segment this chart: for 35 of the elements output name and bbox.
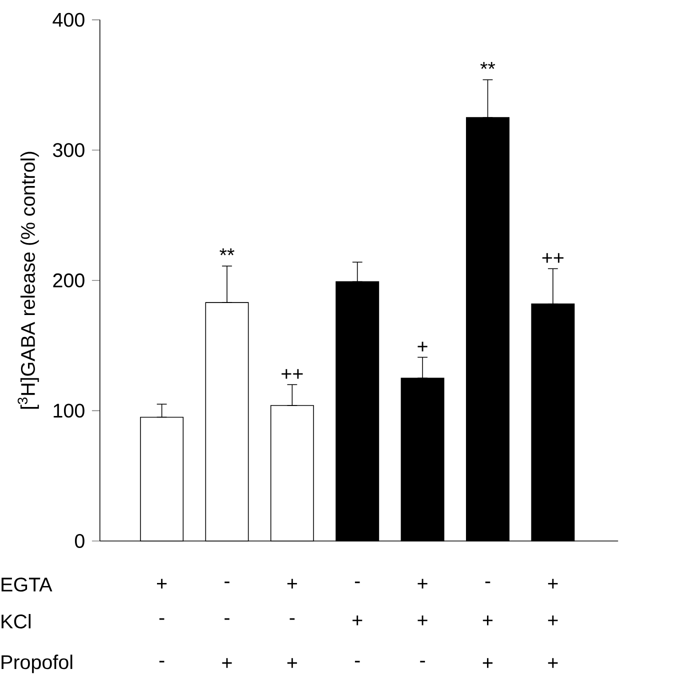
text: + xyxy=(418,579,428,589)
y-tick-label: 400 xyxy=(52,12,84,27)
y-tick-label: 0 xyxy=(74,534,84,548)
y-tick-label: 300 xyxy=(52,143,84,158)
text: Propofol xyxy=(2,654,72,674)
text: + xyxy=(287,579,297,589)
data-label: + xyxy=(418,342,428,352)
text: + xyxy=(222,658,232,668)
text: - xyxy=(224,618,230,620)
text: - xyxy=(485,582,490,584)
text: - xyxy=(354,660,360,663)
text: - xyxy=(159,660,164,663)
text: KCl xyxy=(2,614,30,629)
text: + xyxy=(482,658,493,668)
text: EGTA xyxy=(2,578,52,592)
text: + xyxy=(418,616,428,626)
text: + xyxy=(548,616,558,626)
text: + xyxy=(287,658,297,668)
text: + xyxy=(157,579,167,589)
text: + xyxy=(548,579,558,589)
text: - xyxy=(290,618,295,620)
text: - xyxy=(420,660,425,663)
data-label: ++ xyxy=(542,253,564,263)
text: + xyxy=(482,616,493,626)
text: - xyxy=(159,618,164,620)
data-label: ** xyxy=(220,248,234,256)
y-tick-label: 100 xyxy=(54,404,84,418)
text: + xyxy=(352,616,362,626)
y-axis-title: [$^{3}$H]GABA release (% control) xyxy=(18,152,39,409)
text: - xyxy=(354,582,360,584)
text: + xyxy=(548,658,558,668)
data-label: ++ xyxy=(282,369,303,379)
data-label: ** xyxy=(480,62,496,70)
y-tick-label: 200 xyxy=(53,274,84,288)
text: - xyxy=(224,582,230,584)
